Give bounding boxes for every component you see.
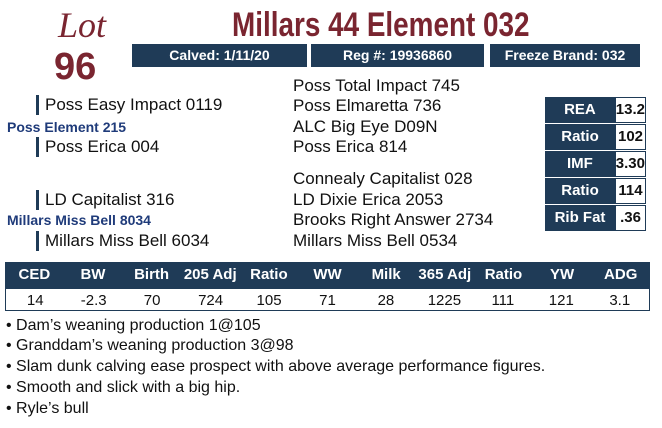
epd-header-cell: CED xyxy=(18,266,51,283)
epd-header: CED BW Birth 205 Adj Ratio WW Milk 365 Adj Ratio… xyxy=(5,262,650,288)
grandparent: Poss Erica 814 xyxy=(293,137,408,156)
epd-value-cell: 105 xyxy=(256,292,282,309)
grandparent: Connealy Capitalist 028 xyxy=(293,169,473,188)
carcass-row: Rib Fat .36 xyxy=(545,205,646,231)
info-box: Freeze Brand: 032 xyxy=(490,44,640,67)
pedigree-name: Poss Erica 004 xyxy=(36,137,159,157)
epd-header-cell: BW xyxy=(80,266,106,283)
epd-value-cell: -2.3 xyxy=(80,292,107,309)
carcass-row: IMF 3.30 xyxy=(545,151,646,177)
epd-value-cell: 70 xyxy=(143,292,161,309)
epd-value-cell: 71 xyxy=(319,292,336,309)
epd-header-cell: WW xyxy=(313,266,342,283)
epd-value-cell: 28 xyxy=(377,292,395,309)
carcass-label: IMF xyxy=(545,151,615,177)
carcass-label: REA xyxy=(545,97,615,123)
grandparent: Poss Total Impact 745 xyxy=(293,76,460,95)
grandparent: ALC Big Eye D09N xyxy=(293,117,438,136)
epd-header-cell: Ratio xyxy=(484,266,523,283)
carcass-label: Ratio xyxy=(545,124,615,150)
lot-label: Lot xyxy=(58,5,107,45)
epd-header-cell: ADG xyxy=(604,266,638,283)
note: • Dam’s weaning production 1@105 xyxy=(6,317,261,334)
note-text: Dam’s weaning production 1@105 xyxy=(16,317,261,334)
epd-header-cell: 365 Adj xyxy=(418,266,472,283)
epd-header-cell: YW xyxy=(550,266,575,283)
note: • Slam dunk calving ease prospect with a… xyxy=(6,358,546,375)
epd-header-cell: Milk xyxy=(371,266,401,283)
carcass-value: .36 xyxy=(615,205,646,231)
carcass-label: Ratio xyxy=(545,178,615,204)
sire: Poss Element 215 xyxy=(7,119,127,135)
note-text: Ryle’s bull xyxy=(16,400,89,417)
dam: Millars Miss Bell 8034 xyxy=(7,212,151,228)
note-text: Slam dunk calving ease prospect with abo… xyxy=(16,358,546,375)
epd-header-cell: 205 Adj xyxy=(183,266,237,283)
carcass-value: 3.30 xyxy=(614,151,646,177)
epd-header-cell: Ratio xyxy=(250,266,288,283)
carcass-row: REA 13.2 xyxy=(545,97,646,123)
note-text: Smooth and slick with a big hip. xyxy=(16,379,241,396)
pedigree-name: LD Capitalist 316 xyxy=(36,190,174,210)
note: • Smooth and slick with a big hip. xyxy=(6,379,241,396)
grandparent: Poss Elmaretta 736 xyxy=(293,96,442,115)
epd-value-cell: 121 xyxy=(548,292,574,309)
note: • Granddam’s weaning production 3@98 xyxy=(6,337,294,354)
grandparent: LD Dixie Erica 2053 xyxy=(293,190,444,209)
carcass-value: 102 xyxy=(615,124,646,150)
epd-value-cell: 3.1 xyxy=(609,292,631,309)
grandparent: Brooks Right Answer 2734 xyxy=(293,210,494,229)
note: • Ryle’s bull xyxy=(6,400,89,417)
note-text: Granddam’s weaning production 3@98 xyxy=(16,337,294,354)
carcass-row: Ratio 114 xyxy=(545,178,646,204)
epd-value-cell: 724 xyxy=(198,292,224,309)
pedigree-name: Millars Miss Bell 6034 xyxy=(36,231,209,251)
epd-value-cell: 14 xyxy=(26,292,44,309)
lot-number: 96 xyxy=(54,46,97,88)
epd-value-cell: 111 xyxy=(491,292,515,309)
carcass-row: Ratio 102 xyxy=(545,124,646,150)
carcass-value: 13.2 xyxy=(614,97,646,123)
title: Millars 44 Element 032 xyxy=(232,6,530,44)
carcass-label: Rib Fat xyxy=(545,205,615,231)
info-box: Calved: 1/11/20 xyxy=(132,44,307,67)
pedigree-name: Poss Easy Impact 0119 xyxy=(36,95,222,115)
grandparent: Millars Miss Bell 0534 xyxy=(293,231,458,250)
carcass-table: REA 13.2 Ratio 102 IMF 3.30 Ratio 114 Rib Fat .36 xyxy=(545,97,646,232)
epd-header-cell: Birth xyxy=(134,266,170,283)
info-box: Reg #: 19936860 xyxy=(311,44,484,67)
epd-value-cell: 1225 xyxy=(427,292,462,309)
carcass-value: 114 xyxy=(615,178,646,204)
epd-values: 14 -2.3 70 724 105 71 28 1225 111 121 3.1 xyxy=(5,288,650,311)
